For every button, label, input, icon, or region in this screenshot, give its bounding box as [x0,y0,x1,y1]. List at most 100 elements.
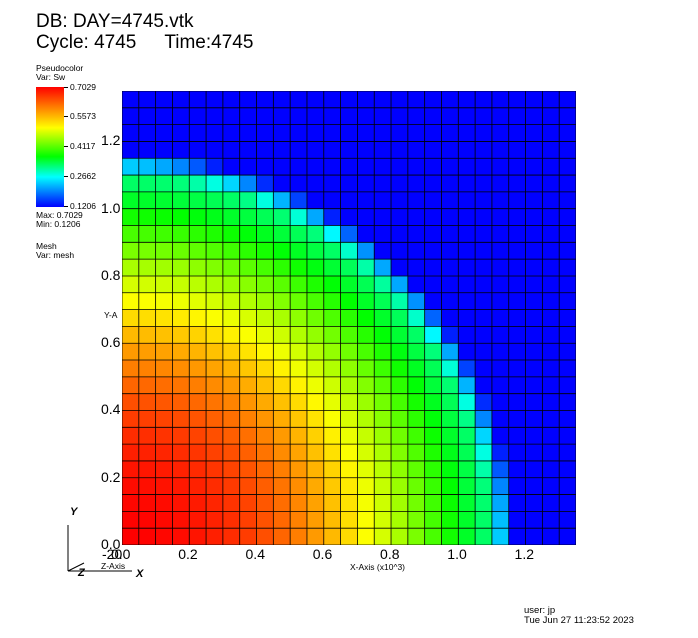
mesh-cell [508,343,526,361]
mesh-cell [475,494,492,512]
mesh-cell [559,225,576,243]
mesh-cell [306,141,324,159]
mesh-cell [256,191,274,209]
mesh-cell [475,393,492,411]
mesh-cell [407,511,425,529]
mesh-cell [458,259,476,276]
mesh-cell [475,175,492,192]
mesh-cell [542,107,560,125]
mesh-cell [306,460,324,478]
mesh-cell [340,360,358,377]
mesh-cell [189,528,207,545]
mesh-cell [256,494,274,512]
mesh-cell [239,343,257,361]
mesh-cell [138,208,156,226]
mesh-cell [290,91,307,108]
mesh-cell [441,259,459,276]
mesh-cell [475,528,492,545]
mesh-cell [559,360,576,377]
mesh-cell [374,124,392,142]
mesh-cell [122,158,139,176]
mesh-cell [424,175,442,192]
mesh-cell [542,259,560,276]
x-axis-label: X-Axis (x10^3) [350,562,406,572]
mesh-cell [155,477,173,495]
mesh-legend-title: Mesh [36,241,57,251]
mesh-cell [559,191,576,209]
mesh-cell [306,275,324,293]
mesh-cell [206,410,223,428]
mesh-cell [138,326,156,344]
mesh-cell [256,477,274,495]
mesh-cell [542,444,560,461]
mesh-cell [475,376,492,394]
mesh-cell [508,360,526,377]
mesh-cell [491,343,509,361]
mesh-cell [290,208,307,226]
mesh-cell [458,444,476,461]
mesh-cell [340,141,358,159]
mesh-cell [559,208,576,226]
mesh-cell [441,309,459,327]
mesh-cell [542,124,560,142]
mesh-cell [323,460,341,478]
mesh-cell [290,292,307,310]
mesh-cell [424,360,442,377]
mesh-cell [273,477,291,495]
mesh-cell [239,360,257,377]
mesh-cell [475,124,492,142]
mesh-cell [189,326,207,344]
legend-max: Max: 0.7029 [36,210,83,220]
mesh-cell [138,124,156,142]
mesh-cell [407,292,425,310]
mesh-cell [424,124,442,142]
mesh-cell [491,528,509,545]
mesh-cell [391,477,408,495]
mesh-cell [441,275,459,293]
mesh-cell [222,175,240,192]
mesh-cell [122,225,139,243]
mesh-cell [273,494,291,512]
mesh-cell [475,242,492,260]
mesh-cell [525,460,543,478]
mesh-cell [340,376,358,394]
mesh-cell [542,309,560,327]
mesh-cell [138,511,156,529]
mesh-cell [323,208,341,226]
mesh-cell [222,460,240,478]
mesh-cell [323,410,341,428]
mesh-cell [542,91,560,108]
triad-x-label: X [135,568,144,580]
mesh-cell [256,326,274,344]
mesh-cell [525,107,543,125]
mesh-cell [122,107,139,125]
mesh-cell [542,141,560,159]
mesh-cell [491,292,509,310]
mesh-cell [206,393,223,411]
mesh-cell [206,343,223,361]
mesh-cell [239,275,257,293]
mesh-cell [357,511,375,529]
mesh-cell [155,343,173,361]
mesh-cell [189,175,207,192]
mesh-cell [357,326,375,344]
mesh-cell [155,410,173,428]
mesh-cell [508,91,526,108]
mesh-cell [155,225,173,243]
mesh-cell [256,460,274,478]
mesh-cell [424,292,442,310]
mesh-cell [424,460,442,478]
mesh-cell [424,225,442,243]
mesh-cell [424,511,442,529]
mesh-cell [542,191,560,209]
mesh-cell [508,208,526,226]
mesh-cell [391,175,408,192]
mesh-cell [138,376,156,394]
mesh-cell [407,91,425,108]
mesh-cell [407,326,425,344]
mesh-cell [424,309,442,327]
mesh-cell [290,511,307,529]
mesh-cell [559,141,576,159]
mesh-cell [475,225,492,243]
mesh-cell [306,259,324,276]
